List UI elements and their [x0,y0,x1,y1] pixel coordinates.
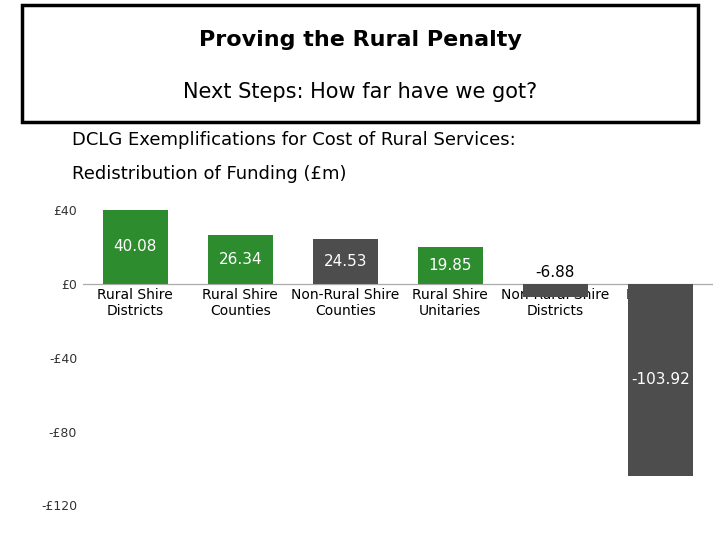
Text: Redistribution of Funding (£m): Redistribution of Funding (£m) [72,165,346,183]
Text: Next Steps: How far have we got?: Next Steps: How far have we got? [183,83,537,103]
Text: -103.92: -103.92 [631,372,690,387]
Text: 26.34: 26.34 [218,252,262,267]
Bar [418,247,483,284]
Bar [208,235,273,284]
Text: 40.08: 40.08 [114,239,157,254]
Text: -6.88: -6.88 [536,265,575,280]
Text: Proving the Rural Penalty: Proving the Rural Penalty [199,30,521,50]
Bar [103,210,168,284]
Bar [312,239,378,284]
Bar [523,284,588,296]
Text: 19.85: 19.85 [428,258,472,273]
Bar [628,284,693,476]
Text: DCLG Exemplifications for Cost of Rural Services:: DCLG Exemplifications for Cost of Rural … [72,131,516,149]
Text: 24.53: 24.53 [323,254,367,269]
FancyBboxPatch shape [22,5,698,122]
